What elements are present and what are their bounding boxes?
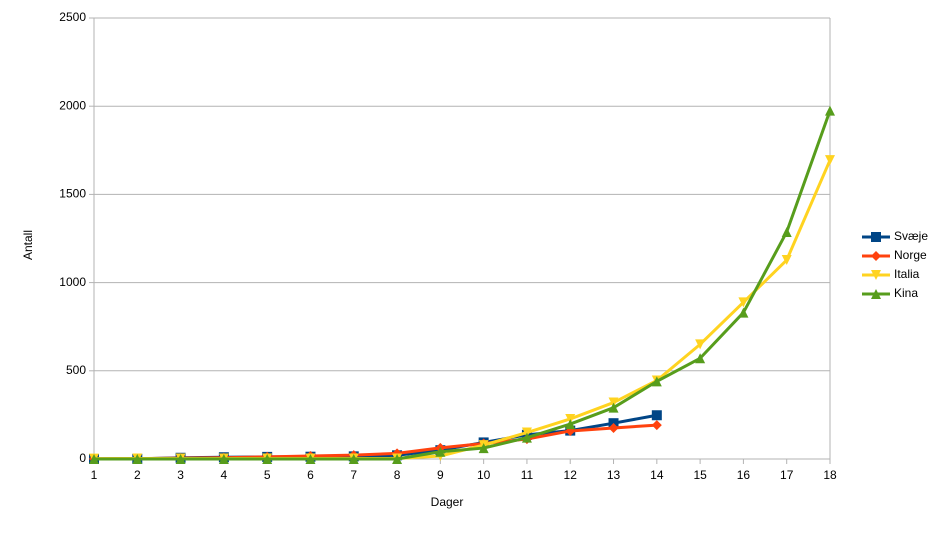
marker: [218, 454, 229, 464]
marker: [608, 402, 619, 413]
x-tick-label: 3: [177, 468, 184, 482]
y-tick-label: 1500: [59, 187, 86, 201]
y-tick-label: 2000: [59, 98, 86, 112]
x-tick-label: 5: [264, 468, 271, 482]
marker: [651, 410, 662, 421]
marker: [871, 289, 881, 299]
marker: [781, 255, 792, 266]
marker: [871, 270, 881, 280]
x-tick-label: 10: [477, 468, 491, 482]
marker: [608, 422, 619, 433]
marker: [608, 397, 619, 408]
x-tick-label: 14: [650, 468, 664, 482]
marker: [521, 432, 532, 443]
y-axis-title: Antall: [21, 230, 35, 260]
legend-label: Svæje: [894, 229, 928, 243]
legend-label: Norge: [894, 248, 927, 262]
legend-label: Italia: [894, 267, 920, 281]
x-tick-label: 1: [91, 468, 98, 482]
marker: [565, 413, 576, 424]
marker: [825, 105, 835, 116]
x-tick-label: 12: [564, 468, 578, 482]
x-tick-label: 2: [134, 468, 141, 482]
x-tick-label: 18: [823, 468, 837, 482]
x-axis-title: Dager: [431, 495, 464, 509]
y-tick-label: 2500: [59, 10, 86, 24]
y-tick-label: 1000: [59, 275, 86, 289]
x-tick-label: 7: [350, 468, 357, 482]
x-tick-label: 13: [607, 468, 621, 482]
marker: [695, 353, 706, 364]
marker: [871, 232, 881, 242]
x-tick-label: 15: [693, 468, 707, 482]
marker: [89, 454, 99, 464]
series-line: [94, 110, 832, 461]
y-tick-label: 0: [79, 451, 86, 465]
x-tick-label: 16: [737, 468, 751, 482]
marker: [521, 427, 532, 438]
marker: [262, 454, 273, 464]
x-tick-label: 6: [307, 468, 314, 482]
marker: [565, 419, 576, 430]
y-tick-label: 500: [66, 363, 86, 377]
marker: [695, 339, 706, 350]
marker: [738, 307, 749, 318]
marker: [348, 454, 359, 464]
marker: [651, 376, 662, 387]
marker: [392, 454, 403, 464]
x-tick-label: 4: [221, 468, 228, 482]
x-tick-label: 17: [780, 468, 794, 482]
marker: [738, 297, 749, 308]
marker: [871, 251, 881, 261]
x-tick-label: 8: [394, 468, 401, 482]
legend-label: Kina: [894, 286, 918, 300]
x-tick-label: 11: [521, 468, 534, 482]
marker: [132, 454, 143, 464]
marker: [825, 155, 835, 166]
marker: [651, 420, 662, 431]
marker: [478, 443, 489, 454]
marker: [305, 454, 316, 464]
marker: [781, 226, 792, 237]
x-tick-label: 9: [437, 468, 444, 482]
marker: [435, 446, 446, 457]
marker: [175, 454, 186, 464]
